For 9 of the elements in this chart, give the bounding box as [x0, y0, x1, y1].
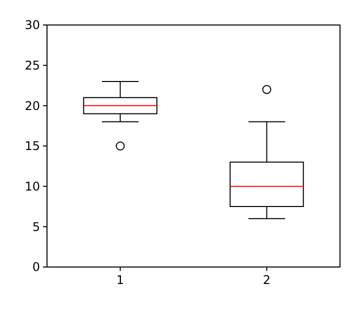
y-tick-label: 15 — [24, 139, 40, 154]
y-tick-label: 5 — [32, 220, 40, 234]
y-tick-label: 25 — [24, 58, 40, 73]
y-tick-label: 10 — [24, 180, 40, 194]
y-tick-label: 0 — [32, 260, 40, 274]
x-tick-label: 1 — [116, 273, 124, 287]
y-tick-label: 30 — [24, 18, 40, 32]
x-tick-label: 2 — [262, 273, 271, 287]
y-tick-label: 20 — [24, 98, 40, 113]
